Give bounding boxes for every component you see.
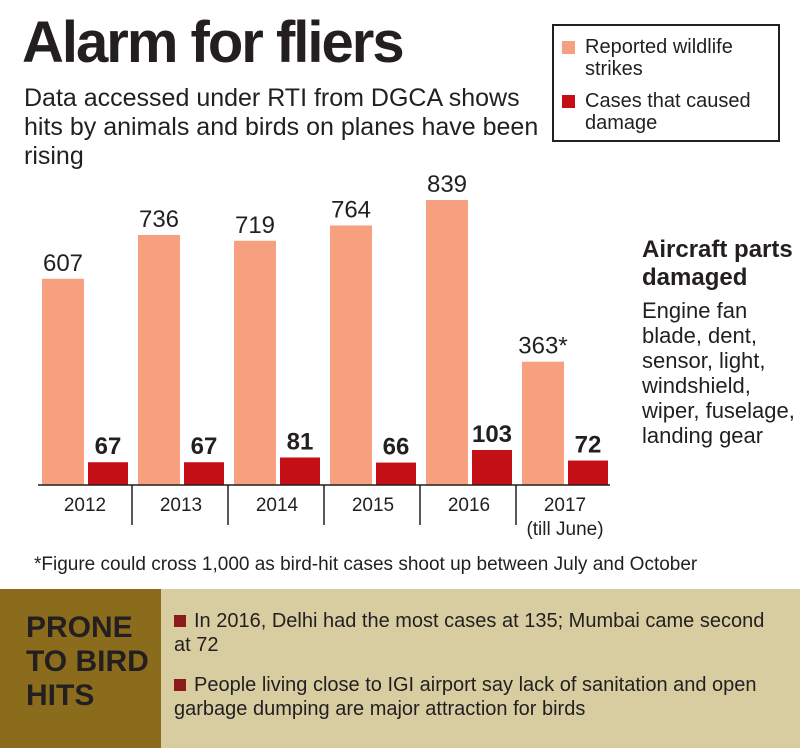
aircraft-parts-title: Aircraft parts damaged (642, 236, 793, 291)
label-strikes-2014: 719 (235, 212, 275, 239)
footnote: *Figure could cross 1,000 as bird-hit ca… (34, 554, 698, 575)
bar-damage-2013 (184, 462, 224, 485)
label-strikes-2012: 607 (43, 250, 83, 277)
label-strikes-2017: 363* (518, 333, 567, 360)
prone-bullet-1-text: In 2016, Delhi had the most cases at 135… (174, 610, 765, 656)
bullet-square-icon (174, 615, 186, 627)
bar-damage-2015 (376, 462, 416, 485)
bar-strikes-2016 (426, 200, 468, 485)
legend-label-damage: Cases that caused damage (585, 90, 751, 134)
label-damage-2017: 72 (575, 432, 602, 459)
label-strikes-2015: 764 (331, 196, 371, 223)
prone-bullet-2: People living close to IGI airport say l… (174, 673, 774, 721)
label-damage-2015: 66 (383, 434, 410, 461)
bar-damage-2012 (88, 462, 128, 485)
label-damage-2013: 67 (191, 433, 218, 460)
prone-bullet-1: In 2016, Delhi had the most cases at 135… (174, 609, 774, 657)
bar-strikes-2013 (138, 234, 180, 485)
bar-strikes-2015 (330, 225, 372, 486)
tick-label-2013: 2013 (160, 495, 202, 516)
label-strikes-2013: 736 (139, 206, 179, 233)
bar-damage-2016 (472, 450, 512, 485)
tick-sublabel-2017: (till June) (526, 519, 603, 540)
legend-label-strikes: Reported wildlife strikes (585, 36, 733, 80)
tick-label-2016: 2016 (448, 495, 490, 516)
legend: Reported wildlife strikes Cases that cau… (552, 24, 780, 142)
chart-title: Alarm for fliers (22, 10, 405, 75)
tick-label-2017: 2017 (544, 495, 586, 516)
prone-bullet-2-text: People living close to IGI airport say l… (174, 674, 757, 720)
prone-title: PRONE TO BIRD HITS (26, 611, 149, 712)
legend-item-damage: Cases that caused damage (562, 90, 770, 134)
bar-strikes-2012 (42, 278, 84, 485)
tick-label-2012: 2012 (64, 495, 106, 516)
legend-swatch-strikes (562, 41, 575, 54)
bar-chart: 607 67 2012 736 67 2013 719 81 2014 764 66 2015 839 1… (38, 171, 610, 540)
bullet-square-icon (174, 679, 186, 691)
tick-label-2014: 2014 (256, 495, 299, 516)
aircraft-parts-text: Engine fan blade, dent, sensor, light, w… (642, 298, 795, 448)
bar-strikes-2017 (522, 361, 564, 485)
bar-damage-2014 (280, 457, 320, 485)
legend-item-strikes: Reported wildlife strikes (562, 36, 770, 80)
prone-band: PRONE TO BIRD HITS In 2016, Delhi had th… (0, 589, 800, 748)
bar-strikes-2014 (234, 240, 276, 485)
tick-label-2015: 2015 (352, 495, 394, 516)
bar-damage-2017 (568, 460, 608, 485)
label-damage-2012: 67 (95, 433, 122, 460)
label-strikes-2016: 839 (427, 171, 467, 198)
legend-swatch-damage (562, 95, 575, 108)
chart-subtitle: Data accessed under RTI from DGCA shows … (24, 84, 539, 170)
prone-heading-box: PRONE TO BIRD HITS (0, 589, 161, 748)
label-damage-2016: 103 (472, 421, 512, 448)
aircraft-parts-panel: Aircraft parts damaged Engine fan blade,… (642, 236, 798, 448)
label-damage-2014: 81 (287, 428, 314, 455)
